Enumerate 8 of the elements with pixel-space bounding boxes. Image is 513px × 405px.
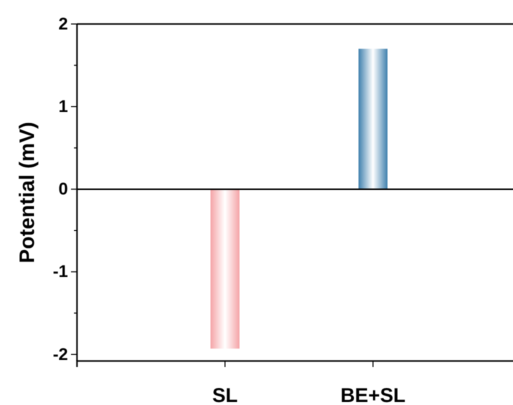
x-tick-label: BE+SL bbox=[340, 385, 406, 405]
y-axis-title: Potential (mV) bbox=[16, 122, 39, 264]
y-tick-label: -2 bbox=[52, 344, 68, 364]
y-tick-label: 2 bbox=[58, 14, 68, 34]
y-tick-label: 0 bbox=[58, 180, 68, 199]
y-tick-label: 1 bbox=[58, 97, 68, 116]
x-tick-label: SL bbox=[212, 385, 238, 405]
y-tick-label: -1 bbox=[52, 262, 68, 282]
